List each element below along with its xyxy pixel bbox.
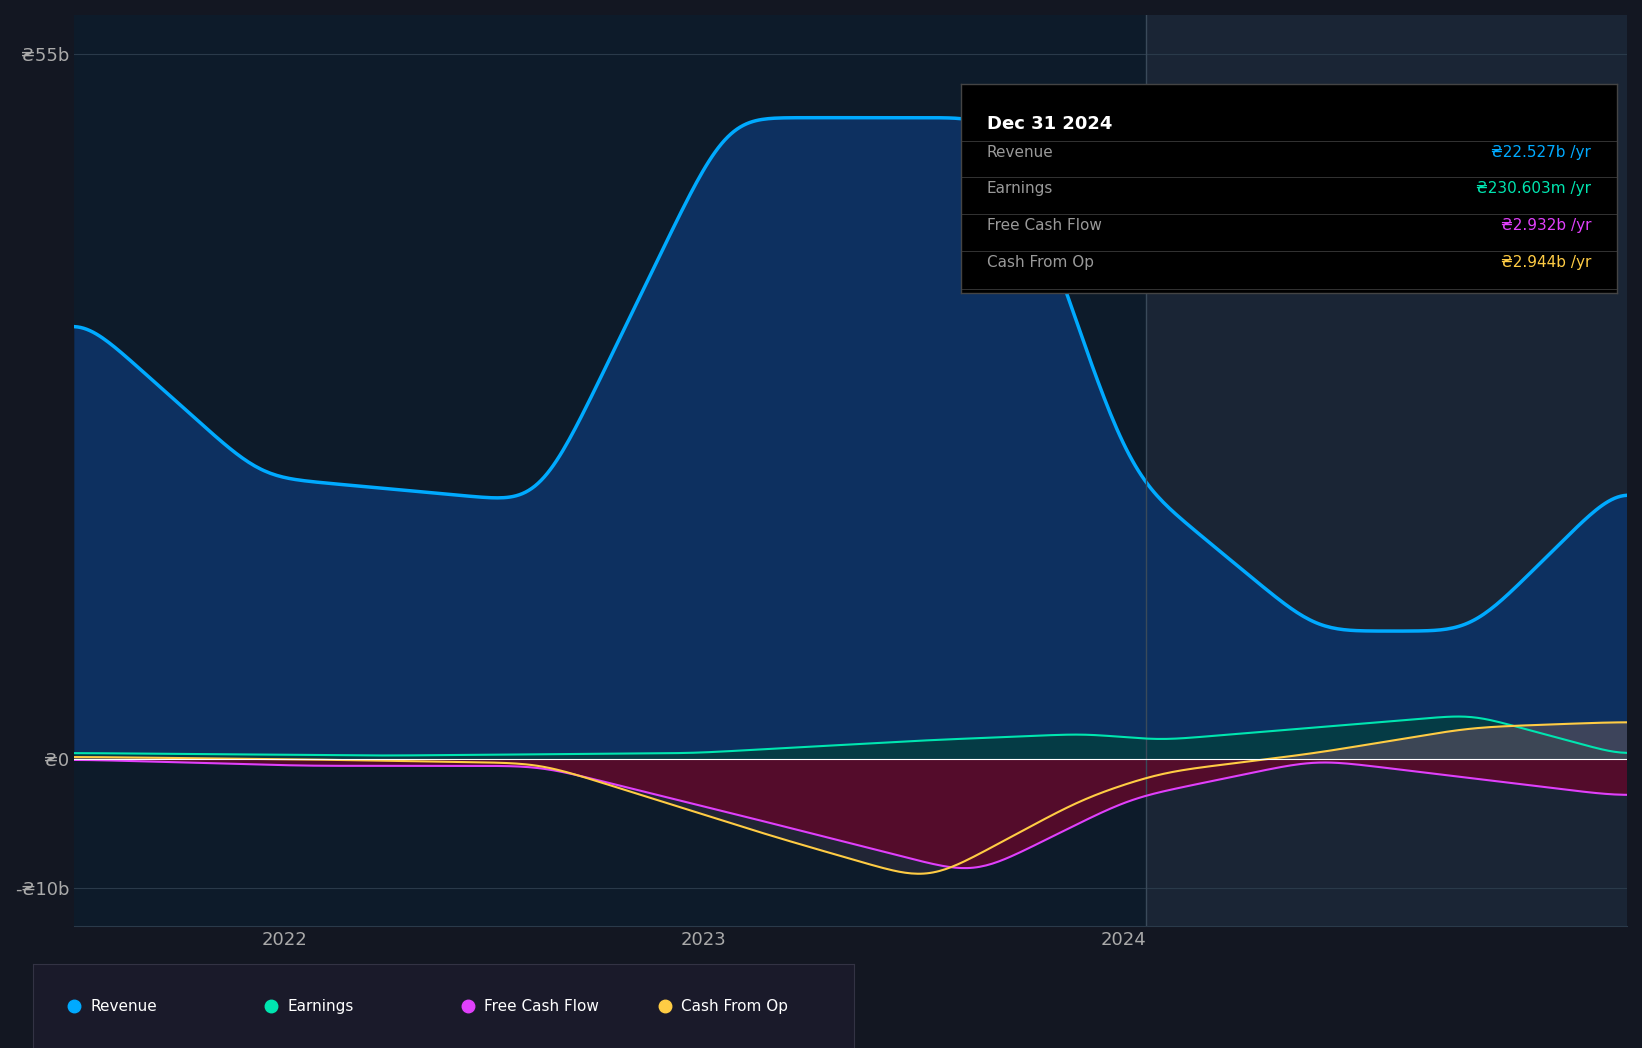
Text: Earnings: Earnings (287, 999, 353, 1013)
Text: ₴230.603m /yr: ₴230.603m /yr (1476, 181, 1591, 196)
Bar (1146, 15, 1627, 926)
Text: Earnings: Earnings (987, 181, 1053, 196)
Text: ₴2.932b /yr: ₴2.932b /yr (1501, 218, 1591, 233)
Text: Past: Past (1558, 92, 1606, 111)
Text: Cash From Op: Cash From Op (987, 255, 1094, 269)
Text: ₴22.527b /yr: ₴22.527b /yr (1491, 145, 1591, 159)
Text: Revenue: Revenue (90, 999, 158, 1013)
Text: Free Cash Flow: Free Cash Flow (987, 218, 1102, 233)
Text: Dec 31 2024: Dec 31 2024 (987, 115, 1112, 133)
Text: Cash From Op: Cash From Op (681, 999, 788, 1013)
Text: Free Cash Flow: Free Cash Flow (484, 999, 599, 1013)
Text: ₴2.944b /yr: ₴2.944b /yr (1501, 255, 1591, 269)
Text: Revenue: Revenue (987, 145, 1054, 159)
